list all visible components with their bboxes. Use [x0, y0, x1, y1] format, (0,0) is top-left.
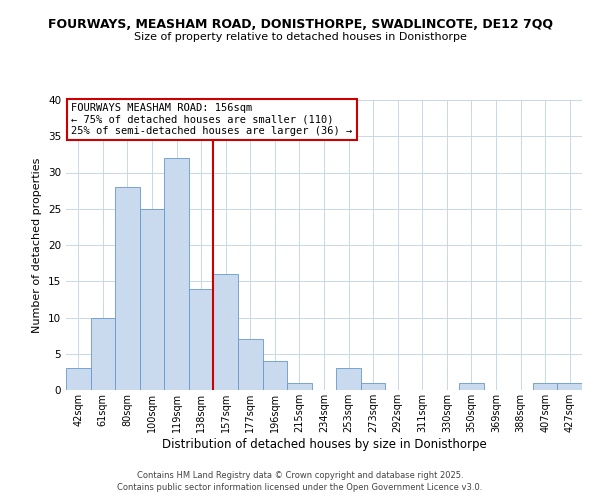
- Bar: [164, 158, 189, 390]
- Text: FOURWAYS, MEASHAM ROAD, DONISTHORPE, SWADLINCOTE, DE12 7QQ: FOURWAYS, MEASHAM ROAD, DONISTHORPE, SWA…: [47, 18, 553, 30]
- Text: Contains public sector information licensed under the Open Government Licence v3: Contains public sector information licen…: [118, 484, 482, 492]
- Text: FOURWAYS MEASHAM ROAD: 156sqm
← 75% of detached houses are smaller (110)
25% of : FOURWAYS MEASHAM ROAD: 156sqm ← 75% of d…: [71, 103, 352, 136]
- Bar: [557, 383, 582, 390]
- Bar: [533, 383, 557, 390]
- Bar: [115, 187, 140, 390]
- Bar: [263, 361, 287, 390]
- Bar: [361, 383, 385, 390]
- Text: Contains HM Land Registry data © Crown copyright and database right 2025.: Contains HM Land Registry data © Crown c…: [137, 471, 463, 480]
- Text: Size of property relative to detached houses in Donisthorpe: Size of property relative to detached ho…: [134, 32, 466, 42]
- Y-axis label: Number of detached properties: Number of detached properties: [32, 158, 43, 332]
- Bar: [189, 288, 214, 390]
- Bar: [287, 383, 312, 390]
- Bar: [336, 368, 361, 390]
- Bar: [238, 339, 263, 390]
- Bar: [459, 383, 484, 390]
- Bar: [214, 274, 238, 390]
- Bar: [66, 368, 91, 390]
- X-axis label: Distribution of detached houses by size in Donisthorpe: Distribution of detached houses by size …: [161, 438, 487, 450]
- Bar: [140, 209, 164, 390]
- Bar: [91, 318, 115, 390]
